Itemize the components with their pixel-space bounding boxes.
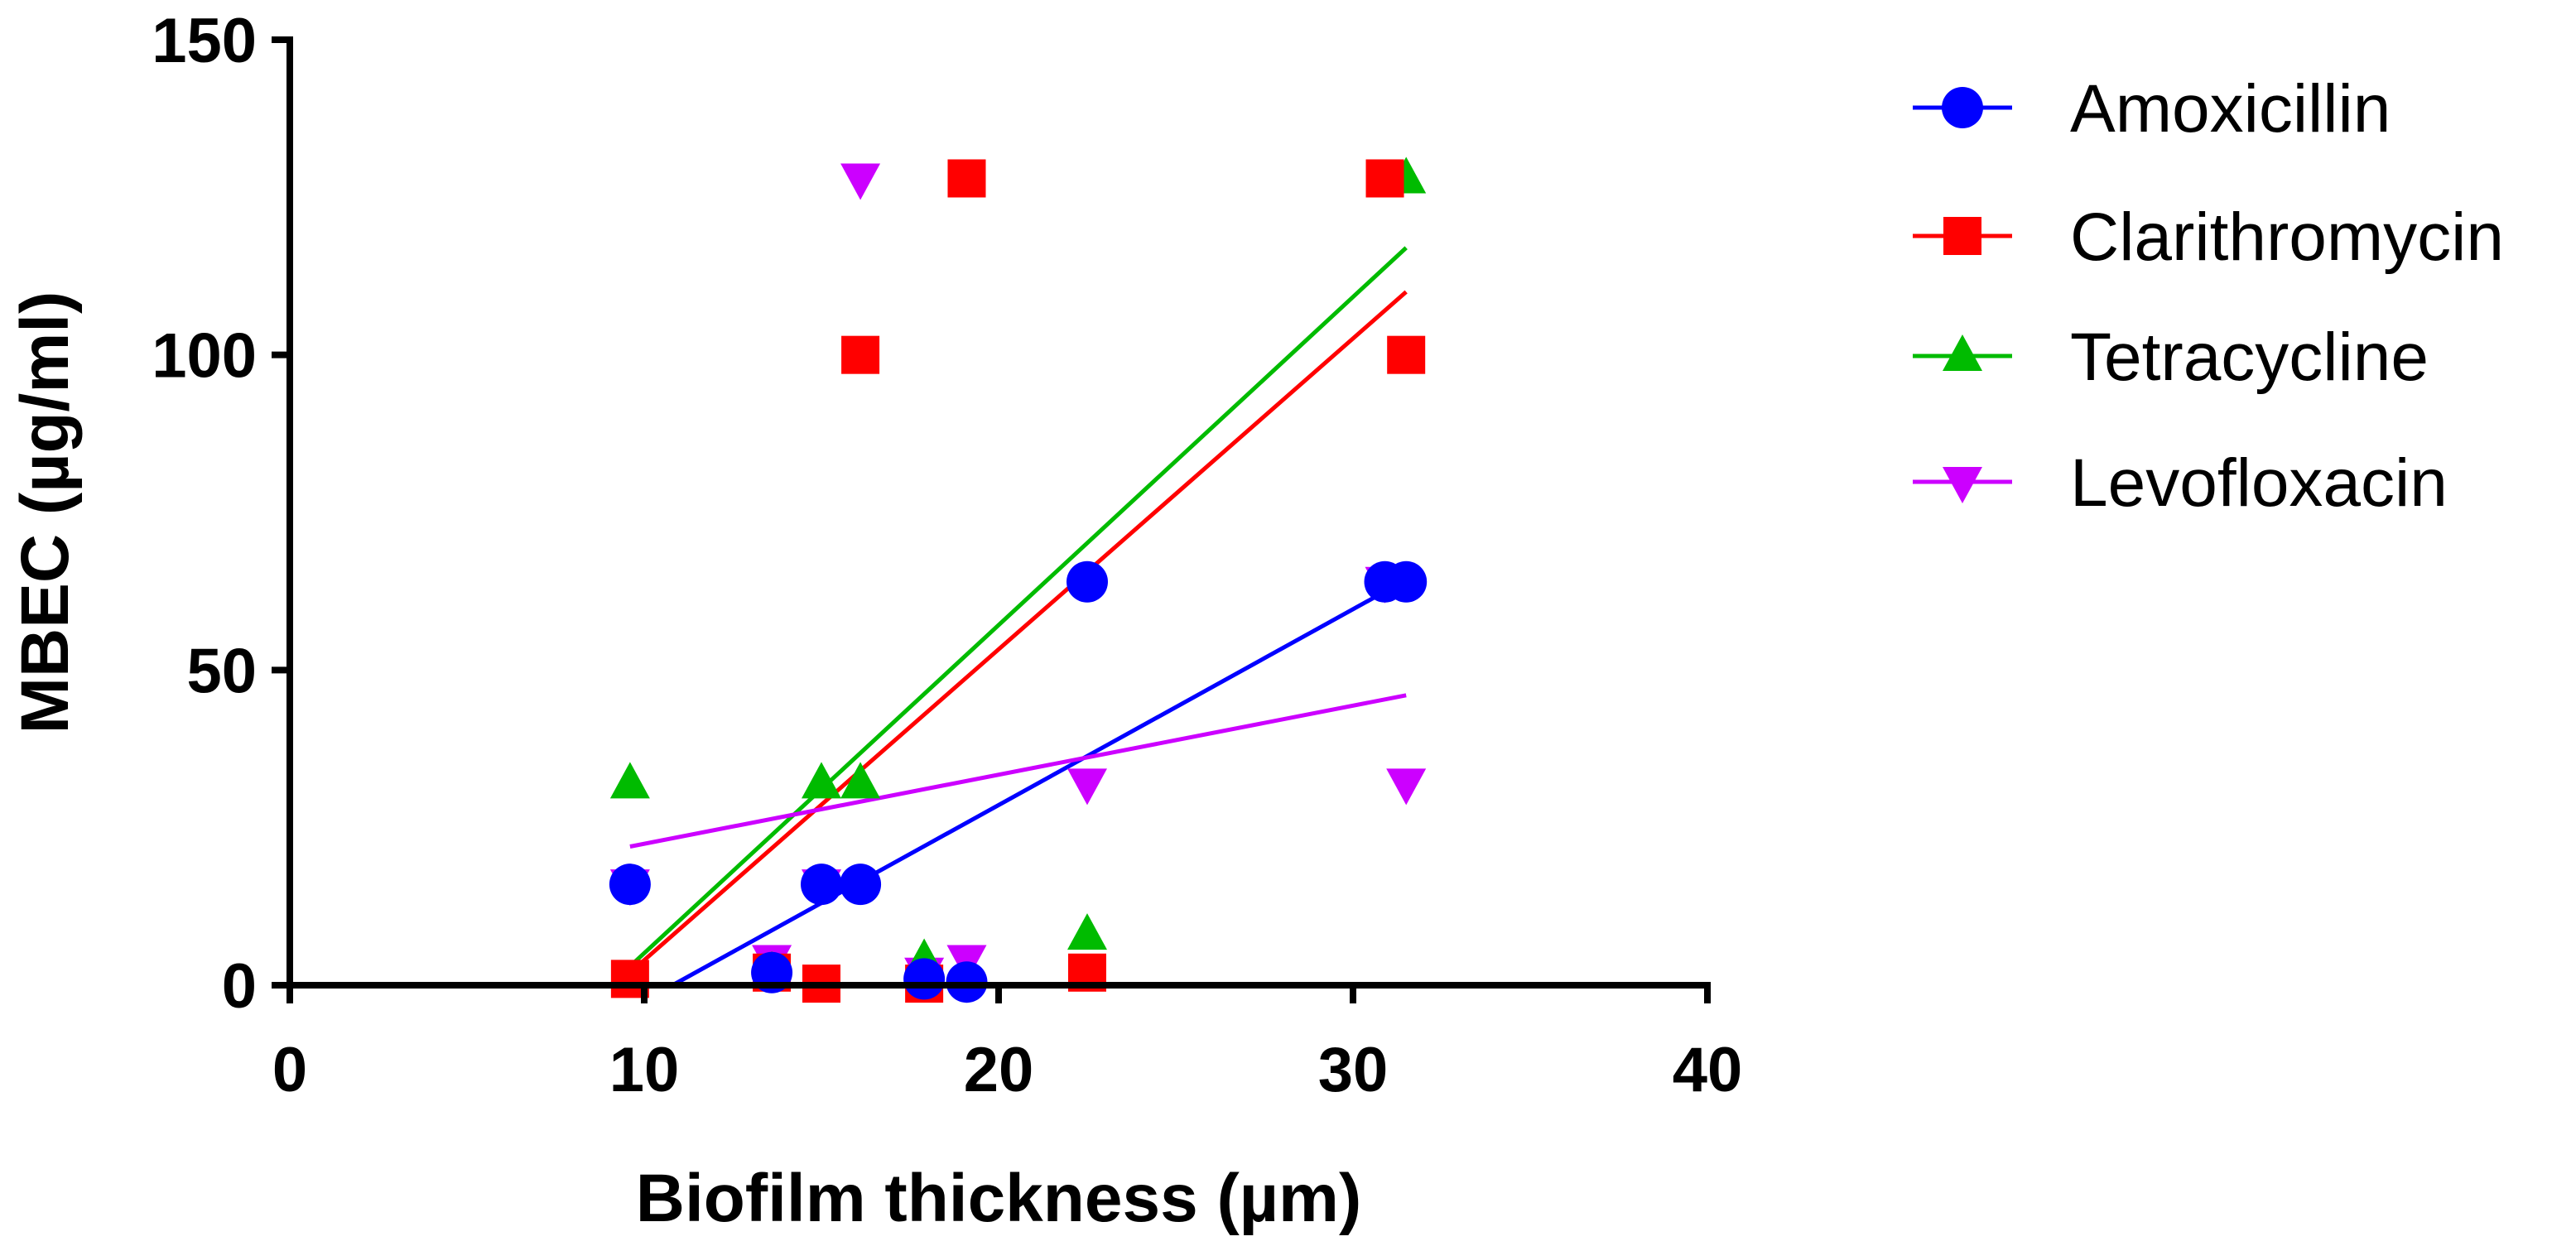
- y-tick-label: 50: [186, 636, 257, 706]
- point-amoxicillin: [840, 864, 882, 906]
- y-tick-label: 100: [152, 321, 257, 392]
- point-levofloxacin: [1067, 768, 1107, 806]
- point-clarithromycin: [947, 159, 986, 198]
- legend-label-amoxicillin: Amoxicillin: [2070, 71, 2391, 147]
- point-clarithromycin: [1365, 159, 1404, 198]
- x-tick-label: 40: [1673, 1035, 1743, 1105]
- x-axis-title: Biofilm thickness (µm): [636, 1161, 1362, 1236]
- x-tick-label: 20: [964, 1035, 1034, 1105]
- y-axis-ticks: 0 50 100 150: [152, 6, 290, 1022]
- legend: Amoxicillin Clarithromycin Tetracycline Lev…: [1913, 71, 2504, 521]
- x-tick-label: 0: [272, 1035, 307, 1105]
- point-levofloxacin: [840, 163, 881, 200]
- point-tetracycline: [840, 762, 881, 799]
- regression-lines: [628, 246, 1408, 988]
- point-amoxicillin: [801, 864, 842, 906]
- fit-line-clarithromycin: [628, 290, 1408, 974]
- point-amoxicillin: [1385, 560, 1428, 603]
- y-tick-label: 0: [222, 951, 257, 1022]
- data-points: [609, 156, 1428, 1003]
- legend-marker-clarithromycin: [1943, 217, 1981, 255]
- x-axis-ticks: 0 10 20 30 40: [272, 985, 1742, 1105]
- point-clarithromycin: [841, 335, 880, 374]
- legend-marker-amoxicillin: [1942, 87, 1983, 128]
- point-tetracycline: [1067, 913, 1107, 950]
- point-tetracycline: [802, 762, 841, 799]
- x-tick-label: 10: [609, 1035, 680, 1105]
- point-amoxicillin: [1067, 560, 1108, 603]
- legend-label-clarithromycin: Clarithromycin: [2070, 200, 2504, 275]
- point-amoxicillin: [609, 864, 651, 906]
- fit-line-levofloxacin: [629, 693, 1407, 849]
- legend-label-levofloxacin: Levofloxacin: [2070, 445, 2448, 521]
- point-tetracycline: [609, 762, 650, 799]
- point-levofloxacin: [1386, 768, 1427, 806]
- legend-marker-tetracycline: [1943, 334, 1982, 371]
- point-amoxicillin: [903, 958, 946, 1000]
- legend-label-tetracycline: Tetracycline: [2070, 320, 2429, 395]
- y-tick-label: 150: [152, 6, 257, 76]
- fit-line-tetracycline: [628, 246, 1408, 968]
- point-clarithromycin: [1387, 335, 1426, 374]
- legend-marker-levofloxacin: [1943, 467, 1982, 503]
- y-axis-title: MBEC (µg/ml): [7, 291, 83, 734]
- fit-line-amoxicillin: [672, 580, 1404, 988]
- x-tick-label: 30: [1318, 1035, 1389, 1105]
- axes: [286, 36, 1711, 989]
